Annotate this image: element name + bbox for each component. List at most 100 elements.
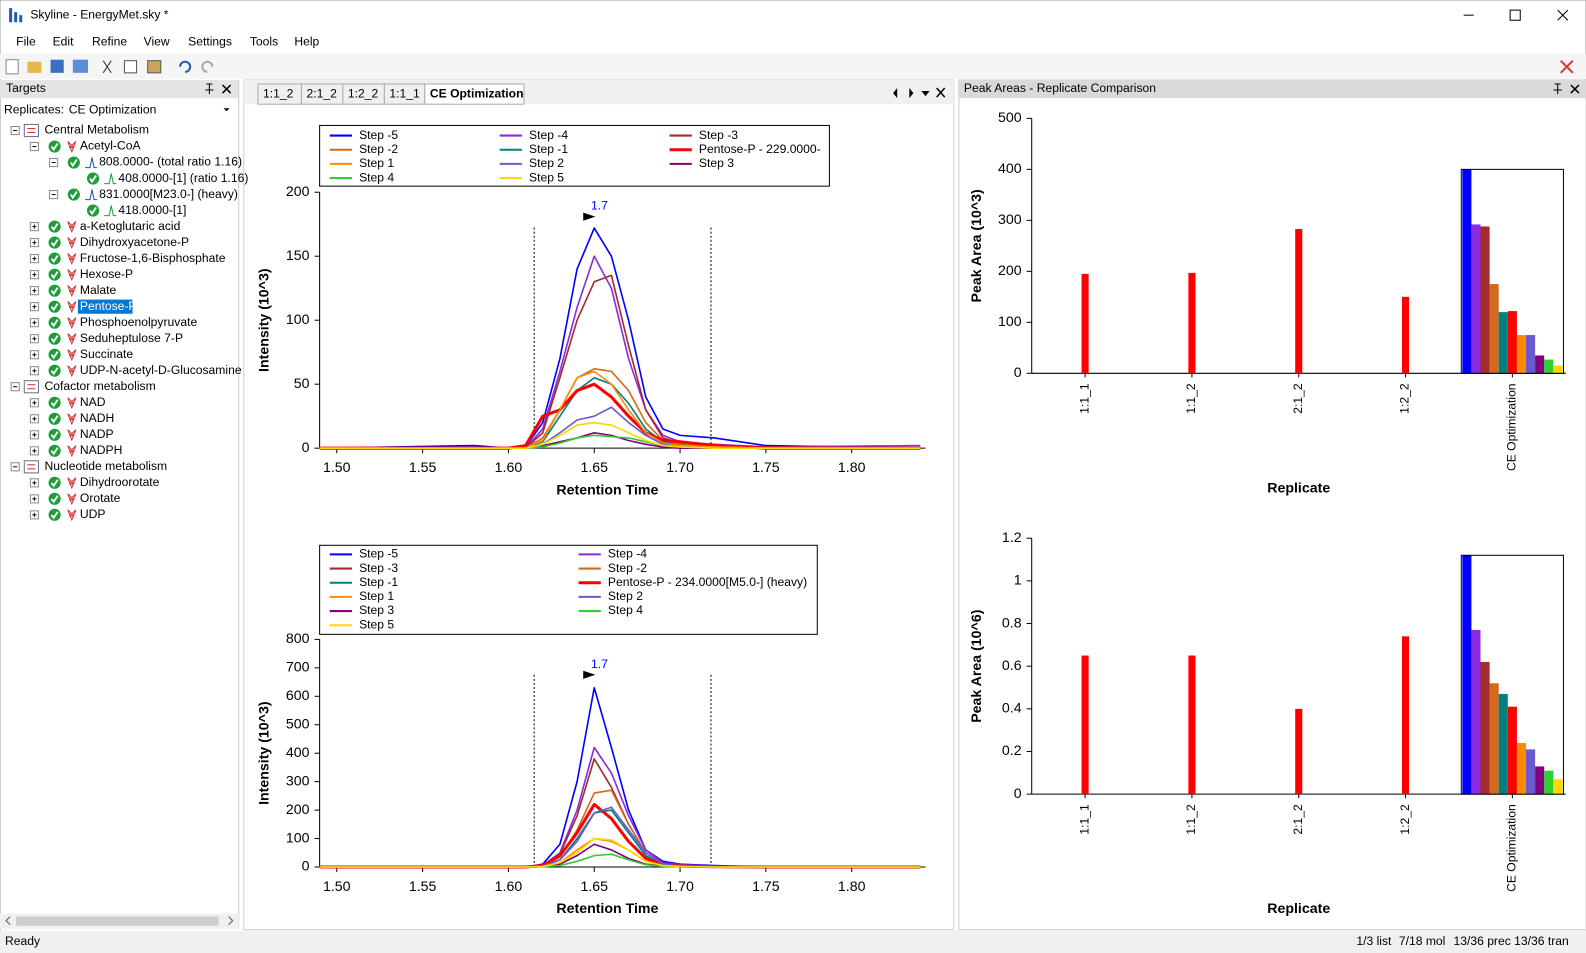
undo-button[interactable] bbox=[179, 60, 192, 73]
new-button[interactable] bbox=[5, 59, 19, 75]
x-tick-label[interactable]: CE Optimization bbox=[1505, 804, 1519, 892]
menu-item[interactable]: Refine bbox=[92, 35, 127, 49]
molecule-icon bbox=[67, 493, 77, 506]
scroll-right[interactable] bbox=[228, 916, 234, 926]
menu-item[interactable]: File bbox=[16, 35, 36, 49]
status-check bbox=[50, 255, 59, 264]
tree-node-label[interactable]: Phosphoenolpyruvate bbox=[80, 315, 198, 329]
pin-button[interactable] bbox=[205, 83, 214, 95]
tree-node-label[interactable]: NADH bbox=[80, 411, 114, 425]
tab-menu[interactable] bbox=[921, 91, 930, 97]
panel-close-button[interactable] bbox=[1570, 84, 1580, 94]
tab-label[interactable]: 1:1_2 bbox=[263, 86, 294, 100]
maximize-button[interactable] bbox=[1509, 9, 1521, 21]
tree-node-label[interactable]: Cofactor metabolism bbox=[45, 379, 156, 393]
x-tick-label: 1.60 bbox=[495, 460, 523, 476]
scroll-left[interactable] bbox=[5, 916, 11, 926]
replicate-combobox[interactable] bbox=[64, 100, 236, 120]
x-tick-label[interactable]: CE Optimization bbox=[1505, 383, 1519, 471]
menu-item[interactable]: Tools bbox=[250, 35, 278, 49]
copy-button[interactable] bbox=[123, 60, 138, 74]
x-tick-label[interactable]: 1:1_2 bbox=[1184, 804, 1198, 835]
tree-node-label[interactable]: Succinate bbox=[80, 347, 133, 361]
peak-areas-panel bbox=[958, 79, 1586, 931]
peak-marker bbox=[583, 670, 596, 679]
tree-node-label[interactable]: a-Ketoglutaric acid bbox=[80, 219, 180, 233]
tree-node-label[interactable]: Nucleotide metabolism bbox=[45, 459, 168, 473]
error-indicator[interactable] bbox=[1559, 59, 1574, 74]
paste-button[interactable] bbox=[147, 60, 162, 74]
x-tick-label: 1.65 bbox=[580, 879, 608, 895]
menu-item[interactable]: Help bbox=[294, 35, 319, 49]
tree-node-label[interactable]: NAD bbox=[80, 395, 106, 409]
bar bbox=[1544, 359, 1554, 374]
tree-node-label[interactable]: Fructose-1,6-Bisphosphate bbox=[80, 251, 226, 265]
x-tick-label[interactable]: 1:2_2 bbox=[1398, 383, 1412, 414]
tree-node-label[interactable]: Central Metabolism bbox=[45, 123, 149, 137]
x-tick-label[interactable]: 2:1_2 bbox=[1291, 383, 1305, 414]
pin-button[interactable] bbox=[1553, 83, 1562, 95]
tree-node-label[interactable]: 408.0000-[1] (ratio 1.16) bbox=[118, 171, 248, 185]
tab[interactable] bbox=[424, 83, 525, 105]
legend-label: Step -1 bbox=[529, 142, 568, 156]
targets-title: Targets bbox=[6, 81, 46, 95]
tab-label[interactable]: 2:1_2 bbox=[306, 86, 337, 100]
molecule-icon bbox=[67, 269, 77, 282]
tree-node-label[interactable]: Hexose-P bbox=[80, 267, 133, 281]
tab-label[interactable]: 1:1_1 bbox=[389, 86, 420, 100]
x-tick-label[interactable]: 1:2_2 bbox=[1398, 804, 1412, 835]
status-text: Ready bbox=[5, 934, 41, 948]
tree-node-label[interactable]: UDP bbox=[80, 507, 106, 521]
tree-node-label[interactable]: Malate bbox=[80, 283, 117, 297]
tab-next[interactable] bbox=[909, 88, 914, 99]
x-tick-label[interactable]: 1:1_1 bbox=[1077, 804, 1091, 835]
list-icon bbox=[23, 460, 39, 474]
tree-node-label[interactable]: Pentose-P bbox=[80, 299, 137, 313]
precursor-icon bbox=[84, 157, 98, 169]
tree-node-label[interactable]: NADP bbox=[80, 427, 114, 441]
redo-button[interactable] bbox=[201, 60, 214, 73]
bar bbox=[1471, 629, 1481, 795]
x-tick-label[interactable]: 1:1_1 bbox=[1077, 383, 1091, 414]
tab-label[interactable]: 1:2_2 bbox=[348, 86, 379, 100]
bar bbox=[1295, 229, 1303, 374]
bar bbox=[1188, 655, 1196, 795]
cut-button[interactable] bbox=[102, 60, 112, 74]
combobox-arrow[interactable] bbox=[223, 108, 230, 112]
tree-node-label[interactable]: UDP-N-acetyl-D-Glucosamine bbox=[80, 363, 242, 377]
save-button[interactable] bbox=[50, 59, 64, 73]
tab-close[interactable] bbox=[936, 87, 946, 98]
app-icon bbox=[14, 12, 18, 23]
panel-close-button[interactable] bbox=[221, 84, 232, 94]
y-tick-label: 700 bbox=[286, 660, 310, 676]
tree-node-label[interactable]: Acetyl-CoA bbox=[80, 139, 142, 153]
tab-prev[interactable] bbox=[893, 88, 898, 99]
scrollbar-thumb[interactable] bbox=[16, 916, 219, 926]
tree-node-label[interactable]: Dihydroorotate bbox=[80, 475, 160, 489]
tree-node-label[interactable]: 418.0000-[1] bbox=[118, 203, 186, 217]
import-button[interactable] bbox=[72, 59, 88, 73]
close-button[interactable] bbox=[1557, 9, 1569, 21]
toolbar bbox=[0, 53, 1586, 79]
y-tick-label: 200 bbox=[286, 802, 310, 818]
x-tick-label[interactable]: 2:1_2 bbox=[1291, 804, 1305, 835]
menu-item[interactable]: Settings bbox=[188, 35, 232, 49]
bar bbox=[1507, 311, 1517, 374]
menu-item[interactable]: Edit bbox=[53, 35, 75, 49]
status-count: 7/18 mol bbox=[1399, 934, 1446, 948]
y-axis-title: Intensity (10^3) bbox=[257, 701, 273, 805]
x-tick-label: 1.60 bbox=[495, 879, 523, 895]
tab-label[interactable]: CE Optimization bbox=[430, 86, 524, 100]
open-button[interactable] bbox=[27, 61, 42, 73]
tree-node-label[interactable]: Seduheptulose 7-P bbox=[80, 331, 183, 345]
tree-node-label[interactable]: Orotate bbox=[80, 491, 121, 505]
tree-node-label[interactable]: Dihydroxyacetone-P bbox=[80, 235, 189, 249]
x-tick-label[interactable]: 1:1_2 bbox=[1184, 383, 1198, 414]
tree-node-label[interactable]: 808.0000- (total ratio 1.16) bbox=[99, 155, 242, 169]
bar bbox=[1507, 706, 1517, 795]
tree-node-label[interactable]: NADPH bbox=[80, 443, 122, 457]
tree-node-label[interactable]: 831.0000[M23.0-] (heavy) bbox=[99, 187, 238, 201]
status-check bbox=[50, 335, 59, 344]
molecule-icon bbox=[67, 285, 77, 298]
menu-item[interactable]: View bbox=[144, 35, 170, 49]
